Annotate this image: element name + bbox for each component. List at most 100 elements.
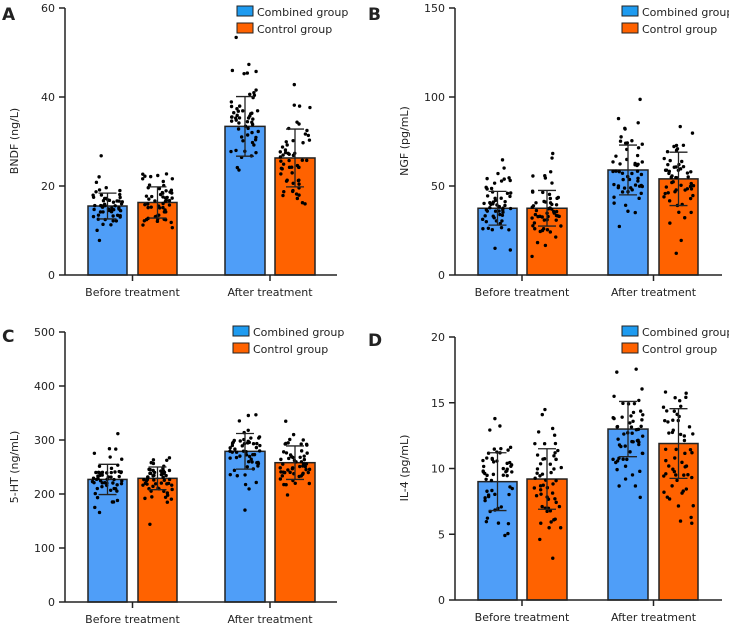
data-point — [279, 159, 283, 163]
data-point — [250, 130, 254, 135]
data-point — [147, 197, 151, 201]
data-point — [112, 477, 116, 482]
data-point — [281, 153, 285, 157]
data-point — [684, 395, 688, 400]
data-point — [307, 481, 311, 486]
data-point — [683, 451, 687, 456]
data-point — [101, 222, 105, 227]
data-point — [496, 171, 500, 176]
y-tick-label: 10 — [431, 463, 445, 476]
data-point — [94, 180, 99, 185]
legend-swatch — [621, 342, 639, 354]
data-point — [615, 425, 619, 429]
data-point — [167, 456, 172, 460]
data-point — [665, 495, 670, 499]
data-point — [291, 188, 295, 193]
y-tick-label: 60 — [41, 2, 55, 15]
data-point — [115, 213, 120, 217]
data-point — [241, 109, 245, 113]
data-point — [620, 190, 625, 194]
data-point — [100, 205, 105, 209]
data-point — [255, 441, 259, 446]
data-point — [619, 444, 623, 449]
data-point — [535, 467, 540, 471]
data-point — [166, 481, 171, 486]
data-point — [628, 450, 632, 454]
data-point — [555, 214, 560, 218]
data-point — [228, 446, 232, 450]
data-point — [245, 71, 250, 75]
data-point — [684, 487, 689, 491]
data-point — [234, 118, 238, 122]
data-point — [279, 172, 283, 176]
data-point — [686, 472, 690, 477]
data-point — [280, 474, 285, 478]
data-point — [550, 426, 555, 431]
data-point — [630, 473, 635, 477]
data-point — [94, 477, 99, 482]
data-point — [553, 441, 558, 446]
data-point — [243, 482, 248, 487]
data-point — [542, 218, 547, 222]
data-point — [674, 251, 678, 256]
data-point — [674, 175, 678, 180]
data-point — [109, 475, 113, 479]
data-point — [485, 187, 489, 191]
data-point — [291, 153, 296, 158]
data-point — [305, 443, 309, 447]
legend-label: Combined group — [642, 326, 729, 339]
data-point — [672, 144, 676, 149]
data-point — [250, 460, 254, 464]
data-point — [535, 453, 540, 457]
data-point — [551, 556, 555, 560]
data-point — [148, 522, 152, 526]
data-point — [628, 421, 632, 425]
legend-label: Control group — [257, 23, 332, 36]
panel-label: B — [368, 5, 381, 25]
data-point — [298, 455, 302, 459]
data-point — [252, 90, 256, 95]
data-point — [297, 178, 301, 182]
data-point — [632, 401, 637, 406]
data-point — [685, 171, 690, 175]
data-point — [508, 445, 513, 450]
data-point — [636, 176, 640, 180]
data-point — [153, 199, 157, 203]
data-point — [97, 464, 102, 468]
data-point — [244, 453, 249, 457]
data-point — [114, 219, 119, 223]
data-point — [165, 493, 170, 497]
data-point — [243, 473, 247, 477]
data-point — [557, 504, 562, 509]
data-point — [234, 455, 239, 460]
data-point — [169, 188, 174, 192]
data-point — [666, 420, 670, 424]
data-point — [165, 458, 169, 462]
data-point — [543, 174, 547, 178]
data-point — [687, 425, 692, 429]
data-point — [663, 447, 668, 452]
data-point — [249, 457, 253, 461]
data-point — [161, 201, 165, 206]
panel-label: D — [368, 331, 382, 351]
data-point — [97, 188, 102, 192]
data-point — [531, 224, 535, 228]
data-point — [614, 154, 618, 158]
y-tick-label: 0 — [48, 596, 55, 609]
data-point — [664, 185, 669, 189]
data-point — [556, 195, 561, 200]
panel-C: C 5-HT (ng/mL) Before treatment After treat… — [2, 325, 344, 625]
data-point — [489, 478, 494, 483]
data-point — [120, 457, 124, 461]
data-point — [664, 458, 668, 463]
data-point — [481, 227, 485, 231]
data-point — [492, 181, 497, 185]
data-point — [161, 205, 165, 210]
data-point — [510, 486, 514, 491]
data-point — [668, 221, 672, 225]
data-point — [307, 467, 312, 472]
data-point — [672, 469, 677, 474]
data-point — [167, 203, 172, 207]
data-point — [98, 210, 103, 214]
data-point — [617, 456, 621, 460]
